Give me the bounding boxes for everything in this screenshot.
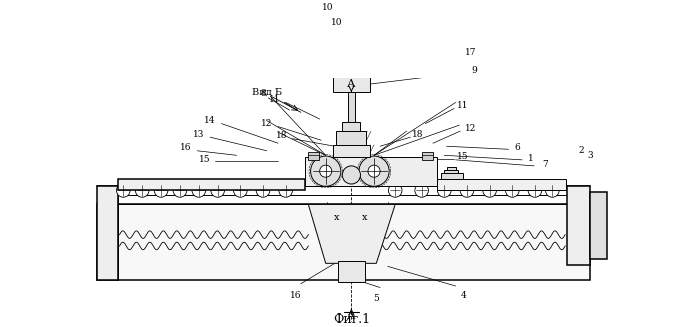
Text: 17: 17 [465, 48, 477, 57]
Circle shape [117, 184, 130, 197]
Text: 16: 16 [290, 291, 301, 300]
Bar [305, 157, 437, 185]
Bar [347, 34, 356, 46]
Text: x: x [362, 213, 368, 222]
Text: 6: 6 [514, 143, 521, 152]
Bar [445, 170, 458, 173]
Circle shape [368, 165, 380, 177]
Text: 8: 8 [260, 89, 266, 98]
Bar [333, 63, 370, 92]
Bar [308, 152, 319, 160]
Bar [341, 28, 362, 34]
Circle shape [279, 184, 292, 197]
Text: 18: 18 [412, 130, 424, 139]
Circle shape [173, 184, 187, 197]
Bar [338, 261, 365, 282]
Text: 11: 11 [457, 101, 469, 110]
Text: 10: 10 [331, 18, 343, 27]
Circle shape [415, 184, 428, 197]
Text: 18: 18 [276, 131, 288, 140]
Circle shape [505, 184, 519, 197]
Bar [590, 192, 607, 259]
Bar [437, 180, 566, 190]
Bar [568, 185, 590, 265]
Text: 1: 1 [528, 154, 534, 163]
Bar [440, 173, 463, 180]
Text: А: А [347, 79, 356, 89]
Polygon shape [308, 204, 395, 263]
Bar [343, 122, 361, 131]
Text: Вид Б: Вид Б [252, 87, 282, 96]
Text: Фиг.1: Фиг.1 [333, 313, 370, 326]
Circle shape [192, 184, 206, 197]
Bar [333, 145, 370, 157]
Text: 12: 12 [261, 119, 273, 128]
Circle shape [438, 184, 451, 197]
Bar [347, 92, 355, 122]
Bar [97, 185, 118, 280]
Text: 13: 13 [193, 130, 205, 139]
Text: x: x [334, 213, 340, 222]
Text: 16: 16 [180, 143, 192, 152]
Circle shape [310, 156, 341, 186]
Circle shape [389, 184, 402, 197]
Bar [336, 131, 366, 145]
Circle shape [483, 184, 496, 197]
Text: 2: 2 [578, 146, 584, 155]
Circle shape [343, 166, 361, 184]
Circle shape [257, 184, 270, 197]
Bar [338, 46, 365, 57]
Circle shape [359, 156, 389, 186]
Bar [97, 204, 590, 280]
Circle shape [233, 184, 247, 197]
Text: 4: 4 [461, 291, 466, 300]
Text: А: А [347, 311, 356, 321]
Text: 3: 3 [587, 151, 593, 160]
Text: 15: 15 [457, 152, 469, 161]
Text: 5: 5 [373, 294, 380, 303]
Circle shape [460, 184, 474, 197]
Text: 9: 9 [472, 66, 477, 75]
Text: 11: 11 [268, 95, 280, 104]
Text: 15: 15 [199, 155, 210, 164]
Text: 14: 14 [204, 116, 216, 125]
Circle shape [545, 184, 559, 197]
Bar [118, 180, 305, 190]
Bar [329, 57, 374, 63]
Bar [447, 167, 456, 170]
Circle shape [136, 184, 149, 197]
Circle shape [154, 184, 168, 197]
Text: 7: 7 [542, 160, 547, 169]
Circle shape [528, 184, 542, 197]
Text: 10: 10 [322, 3, 333, 12]
Circle shape [211, 184, 224, 197]
Circle shape [319, 165, 332, 177]
Bar [422, 152, 433, 160]
Text: 12: 12 [465, 124, 477, 133]
